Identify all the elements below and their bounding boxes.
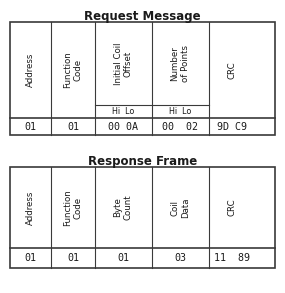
Text: Function
Code: Function Code	[63, 52, 83, 88]
Text: 01: 01	[117, 253, 129, 263]
Text: 01: 01	[67, 122, 79, 132]
Text: 11  89: 11 89	[214, 253, 250, 263]
Text: Request Message: Request Message	[84, 10, 201, 23]
Text: Byte
Count: Byte Count	[114, 195, 133, 220]
Text: Address: Address	[26, 53, 35, 87]
Bar	[10, 167, 275, 268]
Text: Hi  Lo: Hi Lo	[169, 107, 192, 116]
Text: 03: 03	[174, 253, 186, 263]
Text: 01: 01	[25, 253, 36, 263]
Text: 9D C9: 9D C9	[217, 122, 247, 132]
Text: CRC: CRC	[227, 61, 237, 79]
Text: Coil
Data: Coil Data	[170, 197, 190, 218]
Text: Hi  Lo: Hi Lo	[112, 107, 135, 116]
Text: Function
Code: Function Code	[63, 189, 83, 226]
Text: 01: 01	[67, 253, 79, 263]
Text: Initial Coil
Offset: Initial Coil Offset	[114, 42, 133, 85]
Text: 00  02: 00 02	[162, 122, 198, 132]
Bar	[10, 22, 275, 135]
Text: 01: 01	[25, 122, 36, 132]
Text: CRC: CRC	[227, 199, 237, 216]
Text: Number
of Points: Number of Points	[170, 45, 190, 82]
Text: Response Frame: Response Frame	[88, 155, 197, 168]
Text: Address: Address	[26, 190, 35, 225]
Text: 00 0A: 00 0A	[108, 122, 138, 132]
